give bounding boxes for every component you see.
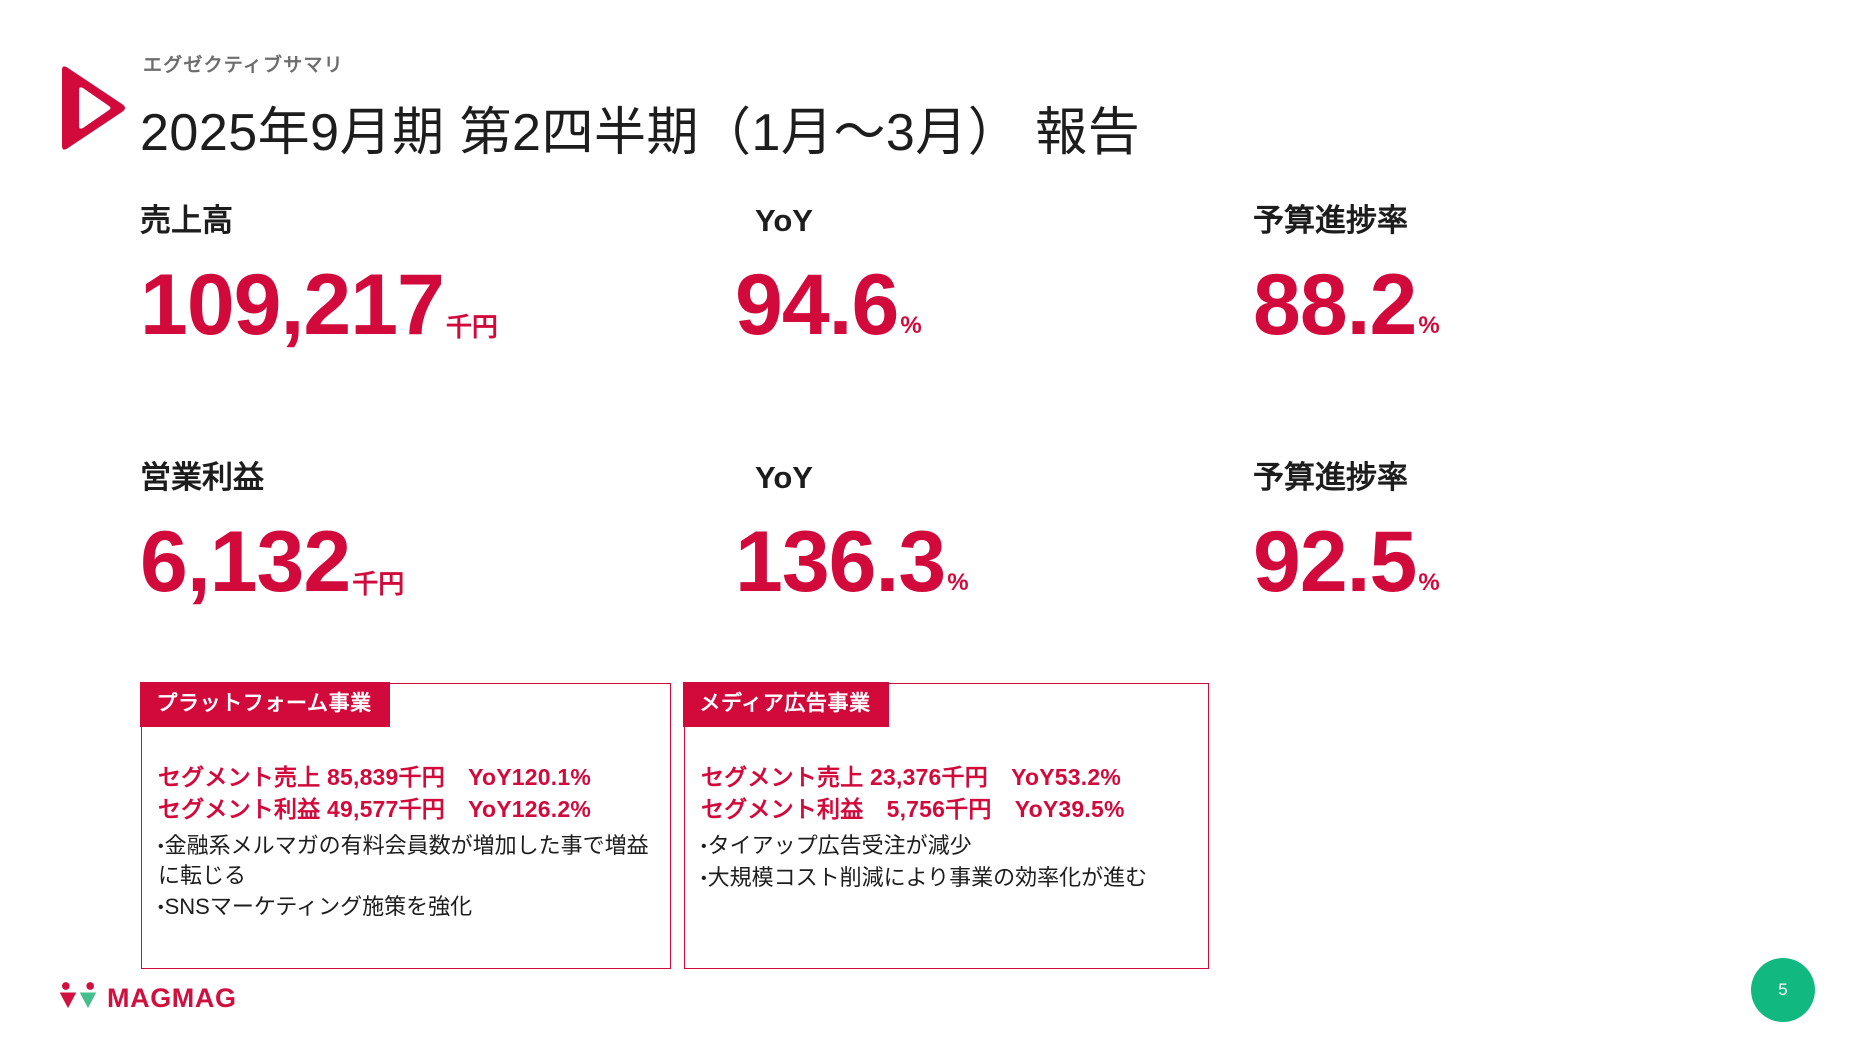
segment-bullets-media: タイアップ広告受注が減少 大規模コスト削減により事業の効率化が進む [701,831,1192,891]
list-item: タイアップ広告受注が減少 [701,831,1192,860]
segment-bullets-platform: 金融系メルマガの有料会員数が増加した事で増益に転じる SNSマーケティング施策を… [158,831,654,920]
kpi-operating-profit-value: 6,132 千円 [140,519,404,605]
magmag-hourglass-icon [58,981,98,1016]
play-triangle-icon [52,62,128,154]
list-item: 金融系メルマガの有料会員数が増加した事で増益に転じる [158,831,654,889]
kpi-revenue-yoy-number: 94.6 [735,257,899,353]
segment-profit-platform: セグメント利益 49,577千円 YoY126.2% [158,795,591,822]
segment-tag-media: メディア広告事業 [683,682,889,727]
kpi-operating-profit-number: 6,132 [140,514,351,610]
kpi-operating-profit-budget: 予算進捗率 92.5 % [1253,462,1440,605]
segment-card-media: メディア広告事業 セグメント売上 23,376千円 YoY53.2% セグメント… [683,682,1209,969]
kpi-revenue-budget: 予算進捗率 88.2 % [1253,205,1440,348]
kpi-operating-profit-unit: 千円 [352,569,405,599]
kpi-operating-profit-budget-number: 92.5 [1253,514,1417,610]
kpi-revenue-yoy-value: 94.6 % [735,262,922,348]
page-title: 2025年9月期 第2四半期（1月〜3月） 報告 [140,104,1141,162]
kpi-operating-profit-label: 営業利益 [140,460,264,495]
kpi-operating-profit-yoy-number: 136.3 [735,514,946,610]
kpi-revenue-yoy-label: YoY [755,203,813,238]
list-item: 大規模コスト削減により事業の効率化が進む [701,863,1192,892]
kpi-revenue: 売上高 109,217 千円 [140,205,498,348]
kpi-operating-profit-budget-label: 予算進捗率 [1253,460,1408,495]
kpi-revenue-budget-number: 88.2 [1253,257,1417,353]
kpi-revenue-budget-label: 予算進捗率 [1253,203,1408,238]
eyebrow-label: エグゼクティブサマリ [143,55,344,76]
magmag-wordmark: MAGMAG [107,983,237,1013]
magmag-logo: MAGMAG [58,981,237,1016]
kpi-operating-profit: 営業利益 6,132 千円 [140,462,404,605]
segment-body-platform: セグメント売上 85,839千円 YoY120.1% セグメント利益 49,57… [142,684,670,933]
page-number-badge: 5 [1751,958,1815,1022]
kpi-revenue-unit: 千円 [445,312,498,342]
kpi-revenue-yoy: YoY 94.6 % [735,203,922,348]
kpi-operating-profit-yoy: YoY 136.3 % [735,460,969,605]
segment-body-media: セグメント売上 23,376千円 YoY53.2% セグメント利益 5,756千… [685,684,1208,904]
page-number-text: 5 [1778,980,1788,999]
segment-tag-platform: プラットフォーム事業 [140,682,390,727]
kpi-operating-profit-yoy-value: 136.3 % [735,519,969,605]
segment-sales-media: セグメント売上 23,376千円 YoY53.2% [701,764,1121,790]
kpi-revenue-yoy-unit: % [900,312,922,339]
kpi-revenue-value: 109,217 千円 [140,262,498,348]
kpi-revenue-number: 109,217 [140,257,445,353]
kpi-revenue-budget-unit: % [1418,312,1440,339]
kpi-operating-profit-yoy-label: YoY [755,460,813,495]
kpi-revenue-budget-value: 88.2 % [1253,262,1440,348]
segment-card-platform: プラットフォーム事業 セグメント売上 85,839千円 YoY120.1% セグ… [140,682,671,969]
segment-sales-platform: セグメント売上 85,839千円 YoY120.1% [158,764,591,790]
kpi-revenue-label: 売上高 [140,203,233,238]
kpi-operating-profit-budget-unit: % [1418,569,1440,596]
kpi-operating-profit-yoy-unit: % [947,569,969,596]
list-item: SNSマーケティング施策を強化 [158,892,654,921]
segment-profit-media: セグメント利益 5,756千円 YoY39.5% [701,795,1125,822]
kpi-operating-profit-budget-value: 92.5 % [1253,519,1440,605]
